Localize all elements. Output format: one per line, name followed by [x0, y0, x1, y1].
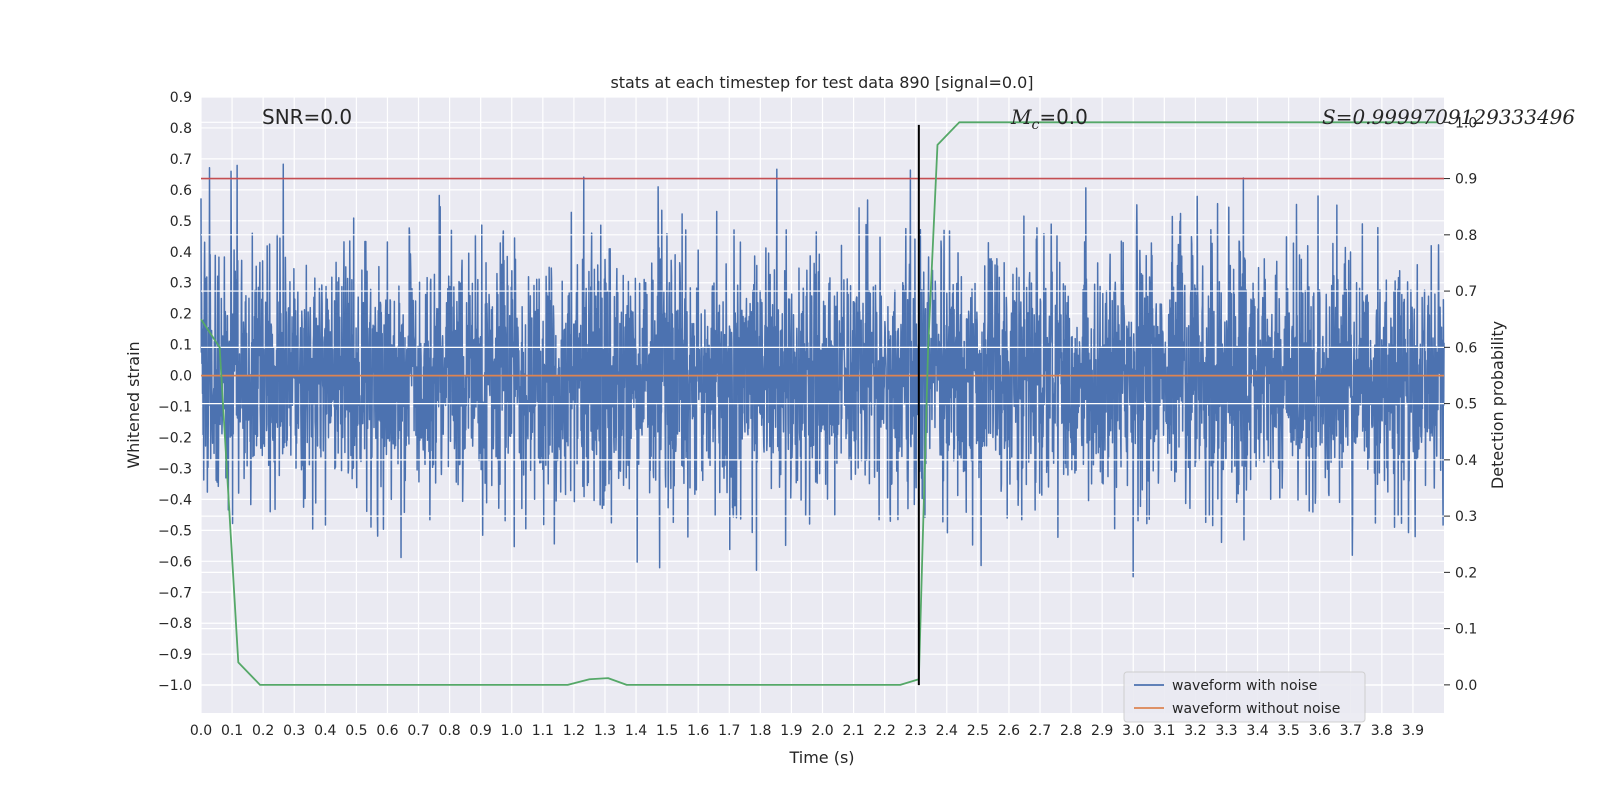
y-tick-label: −1.0: [158, 678, 192, 694]
mc-value: =0.0: [1039, 105, 1088, 129]
x-tick-label: 1.0: [501, 723, 523, 739]
y2-tick-label: 0.4: [1455, 453, 1477, 469]
x-tick-label: 0.3: [283, 723, 305, 739]
y2-tick-label: 0.3: [1455, 509, 1477, 525]
y-tick-label: 0.8: [170, 121, 192, 137]
y2-tick-label: 0.1: [1455, 622, 1477, 638]
y-tick-label: 0.2: [170, 307, 192, 323]
y-tick-label: −0.4: [158, 492, 192, 508]
mc-subscript: c: [1031, 117, 1039, 133]
x-tick-label: 3.9: [1402, 723, 1424, 739]
y2-tick-label: 0.5: [1455, 397, 1477, 413]
y-axis-title: Whitened strain: [124, 341, 143, 468]
x-tick-label: 0.4: [314, 723, 336, 739]
x-tick-label: 3.0: [1122, 723, 1144, 739]
x-tick-label: 2.5: [967, 723, 989, 739]
series-waveform-with-noise: [200, 163, 1445, 578]
x-axis-title: Time (s): [788, 748, 854, 767]
legend-label-noise: waveform with noise: [1172, 678, 1317, 694]
y-tick-label: −0.2: [158, 431, 192, 447]
y-tick-label: −0.9: [158, 647, 192, 663]
y-tick-label: 0.4: [170, 245, 192, 261]
x-tick-label: 0.2: [252, 723, 274, 739]
x-tick-label: 1.9: [780, 723, 802, 739]
x-tick-label: 3.3: [1215, 723, 1237, 739]
y-tick-label: 0.3: [170, 276, 192, 292]
x-tick-label: 2.1: [842, 723, 864, 739]
mc-symbol: M: [1010, 105, 1032, 129]
x-tick-label: 1.6: [687, 723, 709, 739]
x-tick-label: 2.8: [1060, 723, 1082, 739]
x-tick-label: 2.7: [1029, 723, 1051, 739]
y-tick-label: −0.6: [158, 554, 192, 570]
x-tick-label: 0.0: [190, 723, 212, 739]
x-tick-label: 3.1: [1153, 723, 1175, 739]
x-tick-labels: 0.0 0.1 0.2 0.3 0.4 0.5 0.6 0.7 0.8 0.9 1.0 1.1 1.2 1…: [190, 723, 1424, 739]
x-tick-label: 1.2: [563, 723, 585, 739]
chart-title: stats at each timestep for test data 890…: [610, 73, 1033, 92]
x-tick-label: 3.2: [1184, 723, 1206, 739]
x-tick-label: 2.9: [1091, 723, 1113, 739]
y-tick-label: −0.7: [158, 585, 192, 601]
x-tick-label: 1.5: [656, 723, 678, 739]
y2-tick-labels: 1.0 0.9 0.8 0.7 0.6 0.5 0.4 0.3 0.2 0.1 0.0: [1444, 115, 1477, 694]
x-tick-label: 0.9: [470, 723, 492, 739]
y-tick-label: −0.8: [158, 616, 192, 632]
probability-line: [200, 121, 1438, 686]
y-tick-label: 0.9: [170, 90, 192, 106]
y2-tick-label: 0.9: [1455, 172, 1477, 188]
x-tick-label: 1.7: [718, 723, 740, 739]
snr-annotation: SNR=0.0: [262, 105, 352, 129]
y-tick-label: −0.1: [158, 400, 192, 416]
series-detection-probability: [200, 121, 1438, 686]
y2-tick-label: 0.8: [1455, 228, 1477, 244]
y-tick-label: 0.1: [170, 338, 192, 354]
x-tick-label: 0.5: [345, 723, 367, 739]
y2-tick-label: 1.0: [1455, 115, 1477, 131]
x-tick-label: 2.6: [998, 723, 1020, 739]
legend-label-clean: waveform without noise: [1172, 701, 1340, 717]
x-tick-label: 0.8: [438, 723, 460, 739]
legend: waveform with noise waveform without noi…: [1123, 671, 1366, 723]
x-tick-label: 3.6: [1309, 723, 1331, 739]
y2-tick-label: 0.2: [1455, 565, 1477, 581]
grid-horizontal-secondary: [201, 121, 1444, 686]
y-tick-label: 0.0: [170, 369, 192, 385]
x-tick-label: 2.3: [905, 723, 927, 739]
y-tick-label: −0.5: [158, 523, 192, 539]
grid-horizontal: [201, 96, 1444, 686]
x-tick-label: 1.1: [532, 723, 554, 739]
x-tick-label: 3.5: [1277, 723, 1299, 739]
mc-annotation: Mc=0.0: [1010, 105, 1088, 133]
x-tick-label: 3.8: [1371, 723, 1393, 739]
s-annotation: S=0.9999709129333496: [1322, 105, 1575, 129]
x-tick-label: 3.7: [1340, 723, 1362, 739]
y-tick-label: −0.3: [158, 461, 192, 477]
y2-tick-label: 0.6: [1455, 340, 1477, 356]
x-tick-label: 0.6: [376, 723, 398, 739]
y-tick-label: 0.6: [170, 183, 192, 199]
x-tick-label: 2.2: [874, 723, 896, 739]
x-tick-label: 0.1: [221, 723, 243, 739]
x-tick-label: 1.8: [749, 723, 771, 739]
y2-tick-label: 0.7: [1455, 284, 1477, 300]
y2-tick-label: 0.0: [1455, 678, 1477, 694]
y-tick-labels: 0.9 0.8 0.7 0.6 0.5 0.4 0.3 0.2 0.1 0.0 −0.1 −0.2 −0…: [158, 90, 192, 694]
x-tick-label: 1.3: [594, 723, 616, 739]
noise-line: [200, 163, 1445, 578]
x-tick-label: 0.7: [407, 723, 429, 739]
s-annotation-text: S=0.9999709129333496: [1322, 105, 1575, 129]
x-tick-label: 2.4: [936, 723, 958, 739]
x-tick-label: 2.0: [811, 723, 833, 739]
legend-box: [1123, 671, 1366, 723]
y2-axis-title: Detection probability: [1488, 321, 1507, 489]
y-tick-label: 0.5: [170, 214, 192, 230]
x-tick-label: 1.4: [625, 723, 647, 739]
x-tick-label: 3.4: [1246, 723, 1268, 739]
y-tick-label: 0.7: [170, 152, 192, 168]
